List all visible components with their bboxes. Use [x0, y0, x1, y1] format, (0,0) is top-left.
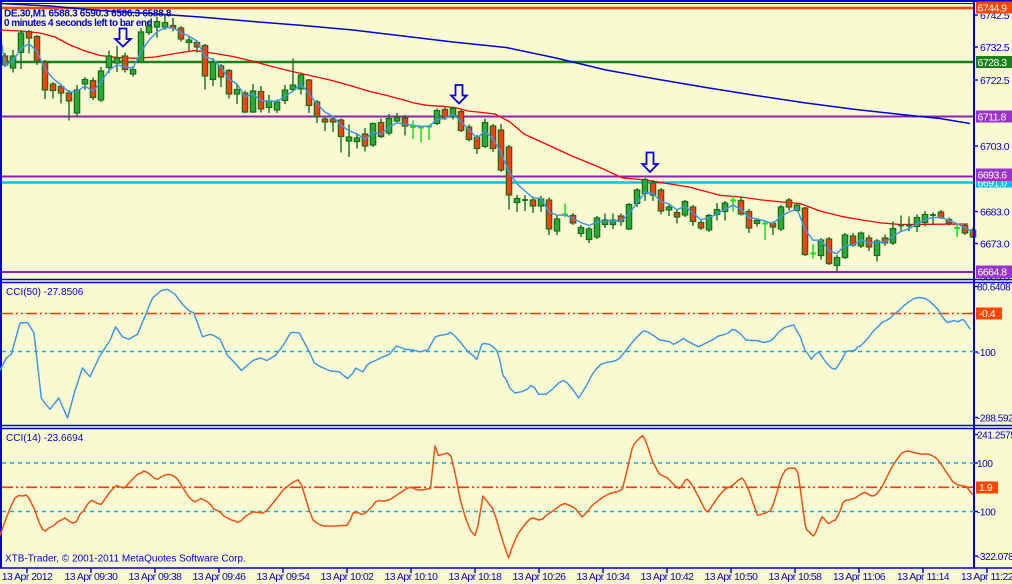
svg-text:241.2575: 241.2575 — [977, 430, 1012, 441]
svg-text:CCI(50) -27.8506: CCI(50) -27.8506 — [6, 287, 84, 298]
svg-text:-100: -100 — [977, 348, 996, 359]
svg-text:13 Apr 10:26: 13 Apr 10:26 — [513, 571, 567, 583]
svg-text:6732.5: 6732.5 — [980, 42, 1010, 54]
svg-text:13 Apr 10:58: 13 Apr 10:58 — [769, 571, 823, 583]
svg-text:6711.8: 6711.8 — [978, 111, 1007, 123]
svg-text:13 Apr 11:22: 13 Apr 11:22 — [961, 571, 1012, 583]
svg-text:13 Apr 09:54: 13 Apr 09:54 — [257, 571, 311, 583]
svg-text:13 Apr 10:10: 13 Apr 10:10 — [385, 571, 439, 583]
svg-text:100: 100 — [977, 459, 993, 470]
svg-text:6728.3: 6728.3 — [978, 57, 1008, 69]
svg-text:XTB-Trader, © 2001-2011 MetaQu: XTB-Trader, © 2001-2011 MetaQuotes Softw… — [5, 554, 246, 565]
svg-text:6722.5: 6722.5 — [980, 75, 1010, 87]
svg-text:6693.6: 6693.6 — [978, 170, 1008, 182]
svg-text:1.9: 1.9 — [979, 482, 993, 494]
svg-text:DE.30,M1 6588.3 6590.3 6586.3: DE.30,M1 6588.3 6590.3 6586.3 6588.8 — [4, 8, 172, 19]
svg-text:6683.0: 6683.0 — [980, 206, 1010, 218]
svg-text:13 Apr 10:18: 13 Apr 10:18 — [449, 571, 503, 583]
svg-text:6673.0: 6673.0 — [980, 238, 1010, 250]
svg-text:13 Apr 11:14: 13 Apr 11:14 — [897, 571, 950, 583]
svg-text:0 minutes 4 seconds left to ba: 0 minutes 4 seconds left to bar end — [4, 18, 152, 29]
svg-text:13 Apr 10:02: 13 Apr 10:02 — [321, 571, 375, 583]
svg-text:-322.078: -322.078 — [977, 552, 1012, 563]
svg-text:13 Apr 09:38: 13 Apr 09:38 — [129, 571, 183, 583]
svg-text:13 Apr 10:50: 13 Apr 10:50 — [705, 571, 759, 583]
svg-text:-100: -100 — [977, 507, 996, 518]
svg-text:13 Apr 10:34: 13 Apr 10:34 — [577, 571, 631, 583]
svg-text:6744.9: 6744.9 — [978, 2, 1008, 14]
svg-text:6664.8: 6664.8 — [978, 267, 1008, 279]
svg-text:6703.0: 6703.0 — [980, 141, 1010, 153]
svg-text:CCI(14) -23.6694: CCI(14) -23.6694 — [6, 433, 84, 444]
svg-text:13 Apr 10:42: 13 Apr 10:42 — [641, 571, 695, 583]
svg-text:13 Apr 11:06: 13 Apr 11:06 — [833, 571, 886, 583]
svg-text:-288.592: -288.592 — [977, 413, 1012, 424]
svg-text:80.6408: 80.6408 — [977, 282, 1011, 293]
svg-text:13 Apr 2012: 13 Apr 2012 — [2, 571, 53, 583]
svg-text:13 Apr 09:46: 13 Apr 09:46 — [193, 571, 247, 583]
svg-text:13 Apr 09:30: 13 Apr 09:30 — [65, 571, 119, 583]
svg-text:-0.4: -0.4 — [979, 308, 996, 320]
